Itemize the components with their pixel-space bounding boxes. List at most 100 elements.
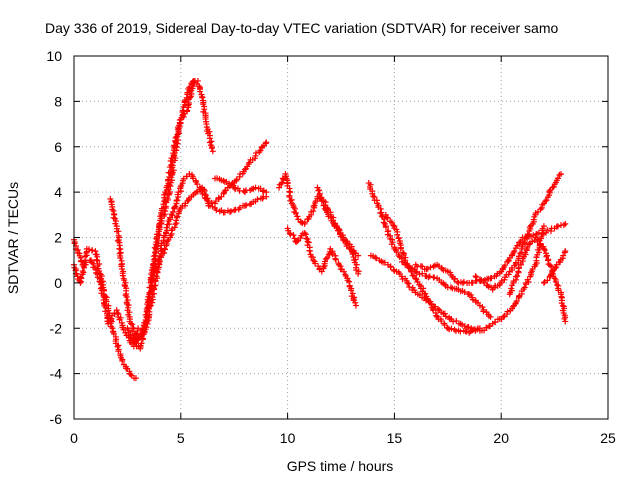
x-tick-label: 10 bbox=[280, 430, 296, 446]
series-track-4 bbox=[124, 77, 201, 352]
track-marker bbox=[337, 230, 344, 237]
track-marker bbox=[332, 256, 339, 263]
track-marker bbox=[290, 232, 297, 239]
track-marker bbox=[173, 197, 180, 204]
track-marker bbox=[548, 263, 555, 270]
track-marker bbox=[310, 203, 317, 210]
track-marker bbox=[542, 229, 549, 236]
track-marker bbox=[346, 278, 353, 285]
data-point bbox=[186, 170, 193, 177]
track-marker bbox=[293, 210, 300, 217]
track-marker bbox=[141, 319, 148, 326]
track-marker bbox=[286, 230, 293, 237]
track-marker bbox=[373, 255, 380, 262]
track-marker bbox=[138, 340, 145, 347]
data-point bbox=[355, 252, 362, 259]
y-tick-label: 6 bbox=[54, 139, 62, 155]
track-marker bbox=[352, 299, 359, 306]
data-point bbox=[472, 273, 479, 280]
data-point bbox=[562, 248, 569, 255]
track-marker bbox=[172, 203, 179, 210]
track-marker bbox=[370, 193, 377, 200]
track-marker bbox=[93, 256, 100, 263]
x-tick-label: 5 bbox=[177, 430, 185, 446]
track-marker bbox=[469, 296, 476, 303]
track-marker bbox=[123, 293, 130, 300]
track-marker bbox=[430, 307, 437, 314]
y-tick-label: 2 bbox=[54, 230, 62, 246]
data-point bbox=[109, 325, 116, 332]
data-point bbox=[521, 284, 528, 291]
track-marker bbox=[119, 357, 126, 364]
track-marker bbox=[516, 239, 523, 246]
track-marker bbox=[117, 255, 124, 262]
track-marker bbox=[175, 189, 182, 196]
track-marker bbox=[380, 219, 387, 226]
data-point bbox=[263, 139, 270, 146]
chart-title: Day 336 of 2019, Sidereal Day-to-day VTE… bbox=[45, 20, 558, 36]
y-tick-label: 8 bbox=[54, 93, 62, 109]
track-marker bbox=[504, 308, 511, 315]
track-marker bbox=[246, 159, 253, 166]
track-marker bbox=[522, 279, 529, 286]
track-marker bbox=[228, 208, 235, 215]
track-marker bbox=[426, 298, 433, 305]
track-marker bbox=[164, 238, 171, 245]
track-marker bbox=[469, 327, 476, 334]
data-point bbox=[487, 313, 494, 320]
x-tick-label: 20 bbox=[493, 430, 509, 446]
track-marker bbox=[226, 208, 233, 215]
x-tick-label: 15 bbox=[387, 430, 403, 446]
track-marker bbox=[149, 273, 156, 280]
track-marker bbox=[236, 204, 243, 211]
track-marker bbox=[324, 254, 331, 261]
track-marker bbox=[194, 181, 201, 188]
y-tick-label: 4 bbox=[54, 184, 62, 200]
track-marker bbox=[388, 241, 395, 248]
y-tick-label: -6 bbox=[50, 411, 63, 427]
track-marker bbox=[558, 293, 565, 300]
track-marker bbox=[183, 94, 190, 101]
data-point bbox=[562, 220, 569, 227]
track-marker bbox=[78, 258, 85, 265]
data-point bbox=[500, 313, 507, 320]
track-marker bbox=[163, 224, 170, 231]
track-marker bbox=[512, 273, 519, 280]
data-point bbox=[263, 189, 270, 196]
track-marker bbox=[552, 265, 559, 272]
data-point bbox=[310, 257, 317, 264]
track-marker bbox=[117, 249, 124, 256]
track-marker bbox=[382, 224, 389, 231]
data-point bbox=[194, 77, 201, 84]
track-marker bbox=[119, 272, 126, 279]
track-marker bbox=[318, 198, 325, 205]
data-point bbox=[113, 307, 120, 314]
x-axis-label: GPS time / hours bbox=[287, 458, 394, 474]
track-marker bbox=[408, 268, 415, 275]
track-marker bbox=[127, 371, 134, 378]
track-marker bbox=[433, 312, 440, 319]
track-marker bbox=[525, 241, 532, 248]
track-marker bbox=[465, 323, 472, 330]
data-point bbox=[231, 207, 238, 214]
data-points bbox=[71, 77, 569, 382]
track-marker bbox=[513, 298, 520, 305]
track-marker bbox=[113, 228, 120, 235]
track-marker bbox=[120, 326, 127, 333]
data-point bbox=[558, 170, 565, 177]
track-marker bbox=[168, 177, 175, 184]
track-marker bbox=[514, 273, 521, 280]
series-track-14 bbox=[412, 220, 569, 287]
track-marker bbox=[320, 202, 327, 209]
track-marker bbox=[515, 253, 522, 260]
track-marker bbox=[328, 249, 335, 256]
track-marker bbox=[544, 277, 551, 284]
track-marker bbox=[406, 284, 413, 291]
track-marker bbox=[390, 222, 397, 229]
track-marker bbox=[287, 231, 294, 238]
track-marker bbox=[143, 324, 150, 331]
track-marker bbox=[484, 282, 491, 289]
track-marker bbox=[332, 255, 339, 262]
